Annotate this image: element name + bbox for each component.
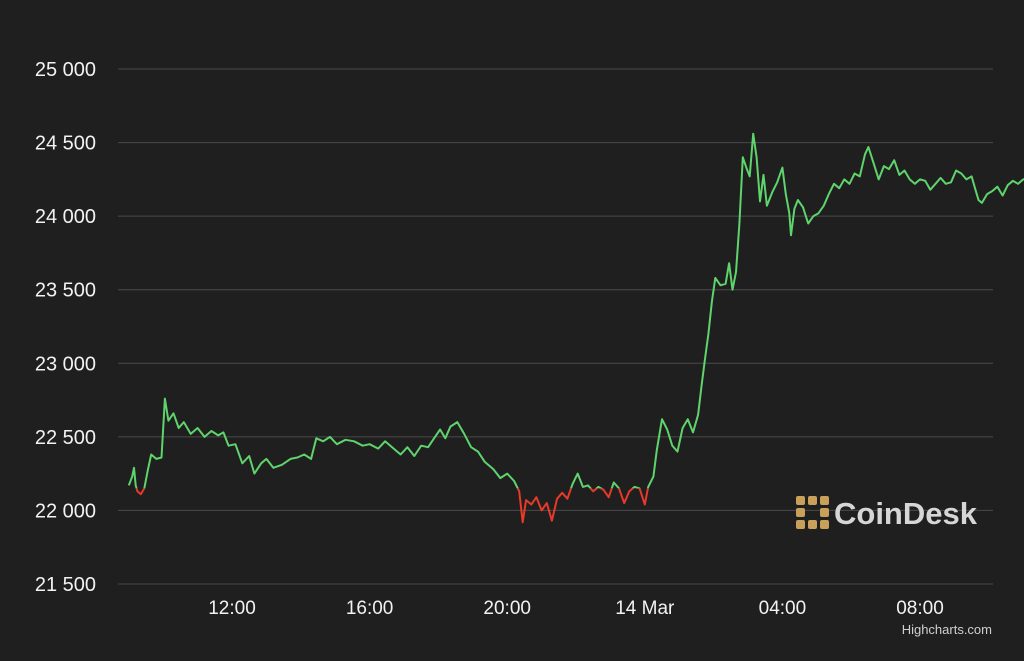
- gridlines: [118, 68, 993, 585]
- y-axis-labels: 21 500 22 000 22 500 23 000 23 500 24 000 24 5…: [35, 59, 96, 596]
- coindesk-watermark: CoinDesk: [796, 496, 978, 531]
- y-tick-label: 24 000: [35, 206, 96, 228]
- y-tick-label: 23 000: [35, 353, 96, 375]
- x-tick-label: 12:00: [208, 598, 256, 619]
- x-tick-label: 16:00: [346, 598, 394, 619]
- x-tick-label: 14 Mar: [615, 598, 675, 619]
- x-tick-label: 20:00: [483, 598, 531, 619]
- highcharts-credit[interactable]: Highcharts.com: [902, 622, 992, 637]
- y-tick-label: 24 500: [35, 133, 96, 155]
- x-tick-label: 08:00: [896, 598, 944, 619]
- y-tick-label: 23 500: [35, 280, 96, 302]
- y-tick-label: 22 500: [35, 427, 96, 449]
- coindesk-logo-icon: [796, 496, 829, 529]
- x-axis-labels: 12:00 16:00 20:00 14 Mar 04:00 08:00: [208, 598, 944, 619]
- y-tick-label: 22 000: [35, 500, 96, 522]
- series-line-above-threshold: [127, 132, 1024, 489]
- coindesk-wordmark: CoinDesk: [834, 496, 978, 531]
- y-tick-label: 25 000: [35, 59, 96, 81]
- y-tick-label: 21 500: [35, 574, 96, 596]
- price-series: [127, 132, 1024, 524]
- x-tick-label: 04:00: [759, 598, 807, 619]
